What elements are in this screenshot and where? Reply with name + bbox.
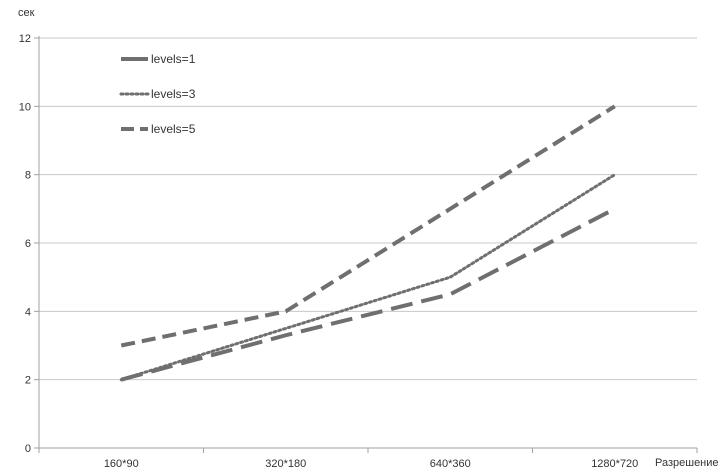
legend-label: levels=3	[151, 87, 196, 101]
series-line-2	[119, 173, 617, 382]
y-tick-label: 4	[25, 306, 31, 318]
x-tick-label: 640*360	[430, 458, 471, 470]
y-tick-label: 12	[19, 33, 31, 45]
y-tick-label: 10	[19, 101, 31, 113]
x-tick-label: 160*90	[104, 458, 139, 470]
legend-label: levels=1	[151, 52, 196, 66]
axes: 0 2 4 6 8 10 12 160*90 320*180 640*360 1280*720	[19, 33, 698, 470]
y-tick-label: 2	[25, 375, 31, 387]
x-tick-label: 1280*720	[591, 458, 638, 470]
y-axis-title: сек	[18, 7, 35, 19]
y-tick-label: 8	[25, 170, 31, 182]
series-line-3	[120, 207, 616, 382]
x-tick-label: 320*180	[265, 458, 306, 470]
legend: levels=1 levels=3 levels=5	[119, 52, 196, 136]
legend-label: levels=5	[151, 122, 196, 136]
series-line-1	[120, 104, 616, 348]
series-lines	[119, 104, 617, 382]
gridlines	[39, 37, 697, 381]
y-tick-label: 6	[25, 238, 31, 250]
x-axis-title: Разрешение	[655, 457, 719, 469]
y-tick-label: 0	[25, 443, 31, 455]
